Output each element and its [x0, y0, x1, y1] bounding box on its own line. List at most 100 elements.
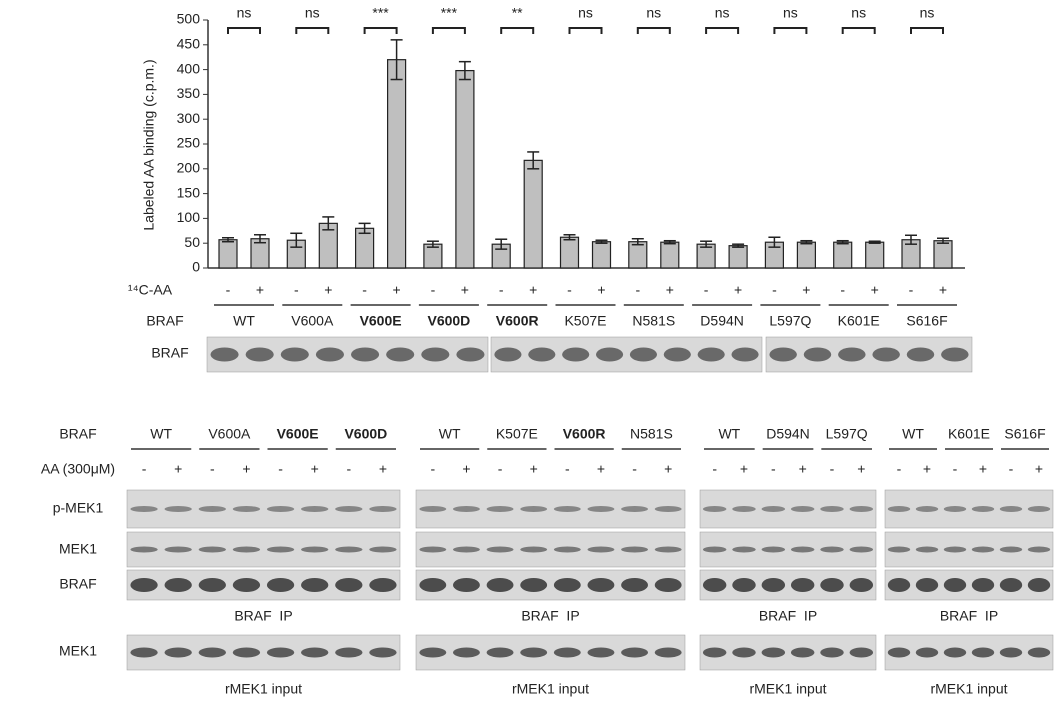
aa-label: -: [771, 461, 776, 477]
blot-band: [762, 578, 785, 592]
significance-label: ***: [441, 5, 458, 21]
row-label: p-MEK1: [53, 500, 104, 516]
significance-label: ns: [305, 5, 320, 21]
aa-label: +: [740, 461, 748, 477]
mutant-label: WT: [439, 426, 461, 442]
y-tick-label: 500: [177, 11, 201, 27]
blot-band: [335, 547, 362, 553]
significance-label: ns: [783, 5, 798, 21]
condition-label: -: [567, 282, 572, 298]
blot-band: [165, 506, 192, 512]
blot-band: [456, 348, 484, 362]
blot-band: [487, 506, 514, 512]
blot-band: [916, 578, 938, 592]
blot-band: [621, 648, 648, 658]
blot-band: [301, 506, 328, 512]
y-axis-label: Labeled AA binding (c.p.m.): [141, 59, 157, 230]
bar: [219, 240, 237, 268]
blot-band: [820, 547, 843, 553]
blot-band: [587, 648, 614, 658]
blot-band: [520, 648, 547, 658]
y-tick-label: 450: [177, 36, 201, 52]
blot-band: [281, 348, 309, 362]
blot-band: [587, 547, 614, 553]
blot-band: [130, 578, 157, 592]
aa-label: +: [799, 461, 807, 477]
blot-band: [453, 547, 480, 553]
bar: [797, 242, 815, 268]
mutant-label: S616F: [1004, 426, 1045, 442]
bar: [629, 242, 647, 268]
mutant-label: N581S: [630, 426, 673, 442]
bar: [866, 242, 884, 268]
row-label: BRAF: [59, 576, 96, 592]
significance-label: ns: [715, 5, 730, 21]
significance-label: ns: [237, 5, 252, 21]
significance-bracket: [774, 28, 806, 34]
blot-band: [820, 506, 843, 512]
blot-band: [888, 506, 910, 512]
aa-label: +: [174, 461, 182, 477]
y-tick-label: 350: [177, 85, 201, 101]
aa-label: -: [498, 461, 503, 477]
x-tick-label: K507E: [564, 313, 606, 329]
y-tick-label: 0: [192, 259, 200, 275]
blot-band: [554, 578, 581, 592]
blot-band: [487, 547, 514, 553]
significance-bracket: [433, 28, 465, 34]
blot-band: [1000, 648, 1022, 658]
mutant-label: K601E: [948, 426, 990, 442]
blot-band: [732, 578, 755, 592]
blot-band: [596, 348, 623, 362]
blot-band: [351, 348, 379, 362]
blot-band: [1000, 547, 1022, 553]
blot-band: [664, 348, 691, 362]
condition-label: -: [840, 282, 845, 298]
blot-band: [335, 648, 362, 658]
mutant-label: V600A: [208, 426, 251, 442]
bar: [729, 246, 747, 268]
bar: [834, 242, 852, 268]
x-tick-label: V600A: [291, 313, 334, 329]
blot-band: [944, 547, 966, 553]
mutant-label: V600E: [277, 426, 319, 442]
blot-band: [520, 506, 547, 512]
blot-band: [762, 547, 785, 553]
blot-band: [233, 547, 260, 553]
blot-band: [453, 578, 480, 592]
aa-label: -: [712, 461, 717, 477]
row-label: MEK1: [59, 643, 97, 659]
blot-band: [850, 648, 873, 658]
blot-band: [850, 547, 873, 553]
condition-label: +: [393, 282, 401, 298]
blot-band: [1028, 578, 1050, 592]
blot-band: [630, 348, 657, 362]
y-tick-label: 400: [177, 60, 201, 76]
mutant-label: L597Q: [826, 426, 868, 442]
ip-label: BRAF IP: [234, 608, 292, 624]
aa-label: +: [979, 461, 987, 477]
blot-band: [621, 547, 648, 553]
condition-label: +: [529, 282, 537, 298]
aa-label: +: [462, 461, 470, 477]
blot-band: [165, 578, 192, 592]
blot-band: [267, 506, 294, 512]
condition-label: -: [772, 282, 777, 298]
significance-bracket: [843, 28, 875, 34]
condition-label: -: [362, 282, 367, 298]
x-tick-label: V600R: [496, 313, 539, 329]
aa-label: -: [210, 461, 215, 477]
aa-label: +: [1035, 461, 1043, 477]
significance-label: ns: [920, 5, 935, 21]
significance-label: ns: [646, 5, 661, 21]
blot: [766, 337, 972, 372]
mutant-label: K507E: [496, 426, 538, 442]
row-label: AA (300μM): [41, 461, 115, 477]
blot-band: [453, 648, 480, 658]
significance-bracket: [228, 28, 260, 34]
condition-label: -: [226, 282, 231, 298]
condition-label: +: [597, 282, 605, 298]
aa-label: -: [430, 461, 435, 477]
aa-label: +: [242, 461, 250, 477]
blot-band: [267, 578, 294, 592]
